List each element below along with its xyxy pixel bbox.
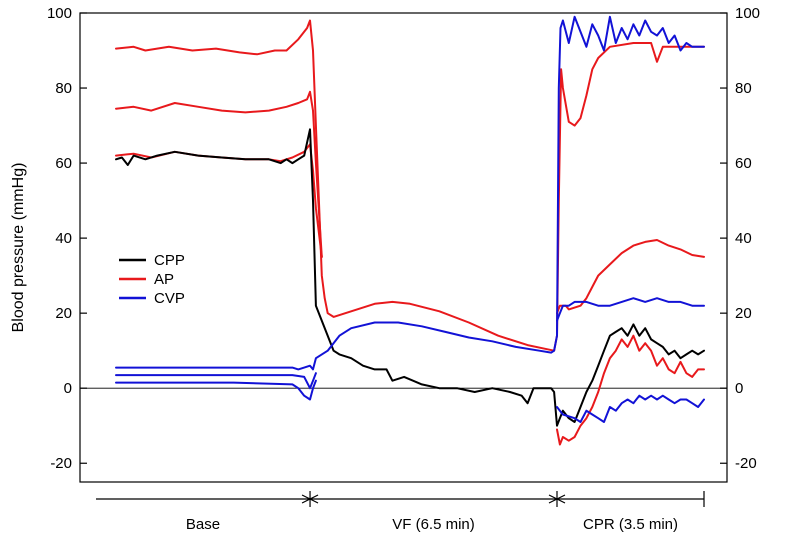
y-tick-label-left: 60: [55, 155, 72, 172]
y-tick-label-right: 100: [735, 5, 760, 22]
y-tick-label-right: 60: [735, 155, 752, 172]
series-line-10: [556, 394, 705, 423]
plot-frame: [79, 12, 728, 483]
series-line-5: [115, 128, 705, 427]
phase-timeline: Base VF (6.5 min) CPR (3.5 min): [96, 491, 705, 533]
y-tick-label-right: 20: [735, 305, 752, 322]
phase-label-2: CPR (3.5 min): [583, 516, 678, 533]
series-line-8: [115, 379, 317, 401]
axes: -20 -20 0 0 20 20 40 40 60 60 80 80 100 100: [47, 5, 760, 483]
series-line-1: [115, 90, 323, 258]
y-tick-label-left: 40: [55, 230, 72, 247]
y-tick-label-right: -20: [735, 455, 757, 472]
series-line-7: [115, 372, 317, 390]
y-tick-label-left: 0: [64, 380, 72, 397]
timeline-arrowhead-left: [308, 494, 319, 504]
series-line-0: [115, 19, 705, 352]
phase-label-0: Base: [186, 516, 220, 533]
series-line-3: [556, 239, 705, 315]
y-tick-label-right: 0: [735, 380, 743, 397]
series-group: [115, 15, 705, 446]
legend-label-cvp: CVP: [154, 290, 185, 307]
y-tick-label-left: 100: [47, 5, 72, 22]
series-line-6: [115, 15, 705, 371]
timeline-arrowhead-left: [555, 494, 566, 504]
y-tick-label-right: 40: [735, 230, 752, 247]
series-line-4: [556, 334, 705, 446]
y-tick-label-left: 80: [55, 80, 72, 97]
legend-label-cpp: CPP: [154, 252, 185, 269]
series-line-9: [556, 297, 705, 322]
y-tick-label-left: -20: [50, 455, 72, 472]
y-tick-label-left: 20: [55, 305, 72, 322]
legend-label-ap: AP: [154, 271, 174, 288]
y-axis-title: Blood pressure (mmHg): [10, 163, 27, 333]
legend: CPP AP CVP: [119, 252, 185, 307]
phase-label-1: VF (6.5 min): [392, 516, 475, 533]
y-tick-label-right: 80: [735, 80, 752, 97]
